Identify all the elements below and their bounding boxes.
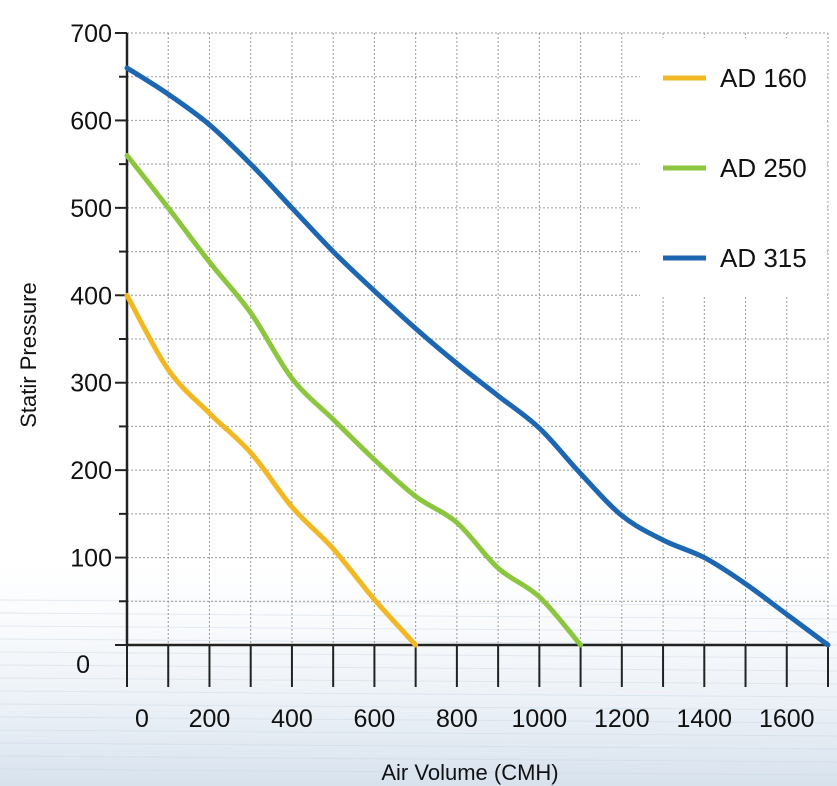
y-tick-label: 700 xyxy=(70,20,112,48)
background-stripe xyxy=(0,612,837,620)
x-tick-label: 1000 xyxy=(512,705,568,733)
y-tick-label: 300 xyxy=(70,370,112,398)
background-stripe xyxy=(0,768,837,776)
background-stripe xyxy=(0,755,837,763)
x-tick-label: 800 xyxy=(436,705,478,733)
background-stripe xyxy=(0,690,837,698)
y-tick-label: 200 xyxy=(70,457,112,485)
background-stripe xyxy=(0,729,837,737)
background-gradient xyxy=(0,560,837,786)
x-tick-label: 0 xyxy=(135,705,149,733)
axes: 0 100 200 300 400 500 600 700 0 200 400 600 800 1000 1… xyxy=(70,20,829,733)
background-stripe xyxy=(0,703,837,711)
background-stripe xyxy=(0,651,837,659)
series-line-ad-250 xyxy=(124,152,584,648)
y-tick-label: 500 xyxy=(70,195,112,223)
y-axis-title: Statir Pressure xyxy=(16,282,41,428)
x-tick-label: 1600 xyxy=(759,705,815,733)
legend-label-ad-160: AD 160 xyxy=(720,63,807,93)
y-tick-label: 0 xyxy=(76,651,90,679)
x-tick-label: 1200 xyxy=(594,705,650,733)
y-tick-label: 600 xyxy=(70,107,112,135)
legend-label-ad-315: AD 315 xyxy=(720,243,807,273)
x-tick-label: 200 xyxy=(189,705,231,733)
y-tick-label: 100 xyxy=(70,545,112,573)
background-stripe xyxy=(0,716,837,724)
series-line-ad-160 xyxy=(124,292,419,648)
x-tick-label: 1400 xyxy=(676,705,732,733)
x-tick-label: 600 xyxy=(354,705,396,733)
background-texture xyxy=(0,560,837,786)
background-stripe xyxy=(0,664,837,672)
series-line-ad-315 xyxy=(124,65,831,648)
legend: AD 160 AD 250 AD 315 xyxy=(640,38,826,296)
background-stripe xyxy=(0,625,837,633)
x-axis-title: Air Volume (CMH) xyxy=(381,760,558,785)
background-stripe xyxy=(0,677,837,685)
series-lines xyxy=(124,65,831,648)
background-stripe xyxy=(0,742,837,750)
y-tick-label: 400 xyxy=(70,282,112,310)
legend-label-ad-250: AD 250 xyxy=(720,153,807,183)
x-tick-label: 400 xyxy=(271,705,313,733)
